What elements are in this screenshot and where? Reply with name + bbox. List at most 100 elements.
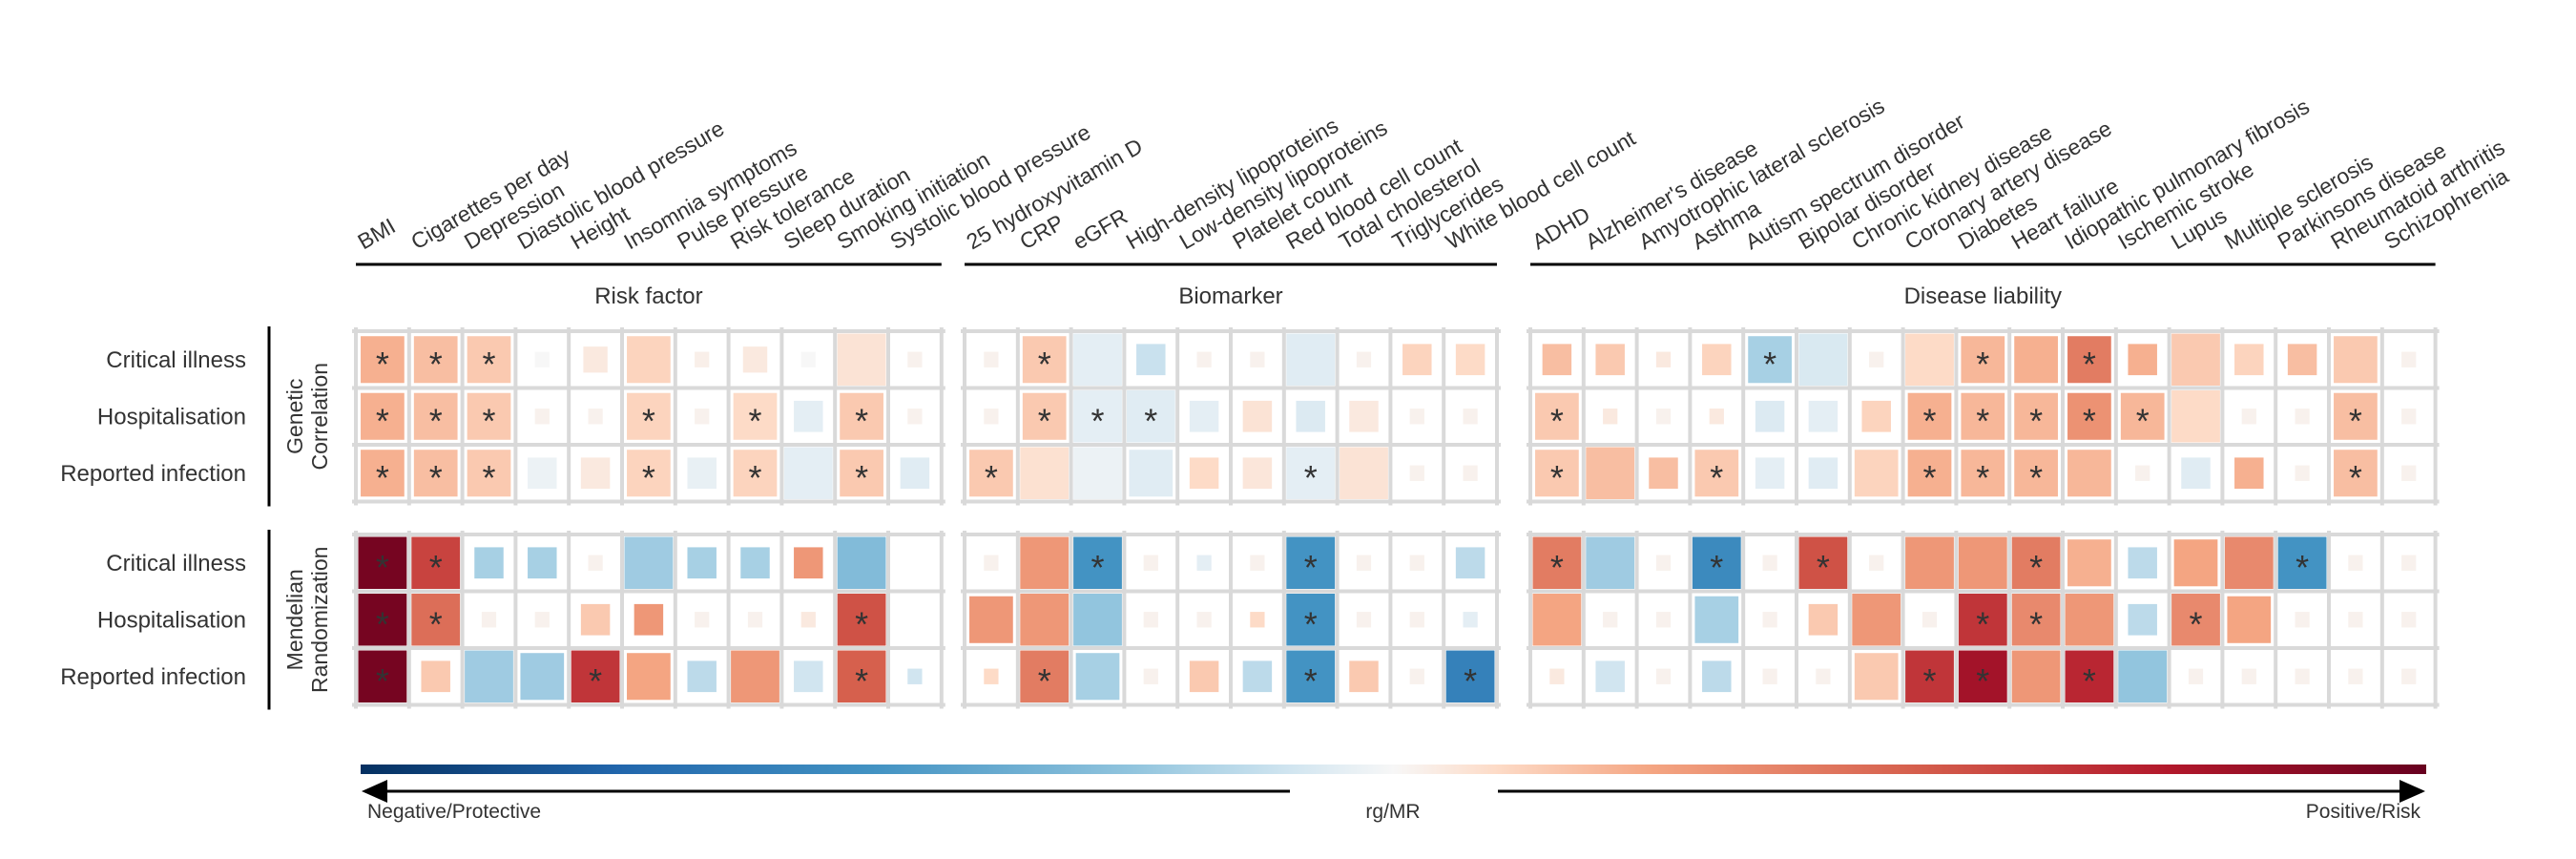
significance-star-mr-disease-r1-c10: * <box>2029 548 2043 587</box>
cell-mr-biomarker-r1-c3 <box>1073 536 1122 589</box>
significance-star-mr-disease-r3-c8: * <box>1922 661 1936 701</box>
cell-mr-biomarker-r2-c6 <box>1250 612 1265 628</box>
column-headers: BMI Cigarettes per dayDepressionDiastolic… <box>353 93 2512 254</box>
panel-title-mr-2: Randomization <box>307 547 332 693</box>
cell-gc-disease-r3-c11 <box>2067 450 2111 497</box>
cell-mr-disease-r2-c17 <box>2401 612 2417 628</box>
cell-gc-biomarker-r3-c9 <box>1409 465 1424 481</box>
cell-mr-disease-r2-c11 <box>2065 594 2114 646</box>
cell-mr-disease-r1-c8 <box>1905 536 1954 589</box>
cell-gc-disease-r2-c13 <box>2171 390 2220 443</box>
significance-star-gc-risk-r1-c2: * <box>429 345 443 384</box>
cell-mr-disease-r1-c9 <box>1958 536 2007 589</box>
cell-mr-disease-r1-c2 <box>1586 536 1635 589</box>
cell-gc-biomarker-r2-c10 <box>1463 409 1478 425</box>
cell-gc-disease-r1-c8 <box>1905 333 1954 386</box>
cell-gc-disease-r2-c11 <box>2067 392 2111 440</box>
cell-gc-risk-r1-c2 <box>413 336 458 384</box>
cell-gc-risk-r2-c6 <box>627 392 671 440</box>
significance-star-mr-risk-r2-c2: * <box>429 604 443 643</box>
cell-gc-risk-r3-c5 <box>580 457 611 490</box>
cell-mr-disease-r1-c4 <box>1692 536 1741 589</box>
cell-gc-risk-r1-c7 <box>695 351 710 367</box>
cell-mr-disease-r1-c6 <box>1798 536 1848 589</box>
cell-gc-biomarker-r1-c5 <box>1196 351 1212 367</box>
cell-mr-risk-r2-c5 <box>580 603 611 636</box>
cell-mr-risk-r2-c3 <box>481 612 497 628</box>
significance-star-gc-risk-r2-c1: * <box>376 401 389 440</box>
cell-mr-risk-r2-c7 <box>695 612 710 628</box>
cell-gc-disease-r3-c15 <box>2295 465 2310 481</box>
cell-mr-biomarker-r1-c4 <box>1143 555 1158 571</box>
cell-gc-disease-r3-c17 <box>2401 465 2417 481</box>
cell-mr-disease-r3-c11 <box>2065 650 2114 702</box>
cell-gc-disease-r1-c6 <box>1798 333 1848 386</box>
cell-mr-disease-r1-c16 <box>2348 555 2363 571</box>
cell-gc-disease-r1-c1 <box>1542 344 1572 376</box>
significance-star-mr-disease-r2-c9: * <box>1976 604 1989 643</box>
cell-mr-disease-r3-c8 <box>1905 650 1954 702</box>
cell-gc-disease-r1-c9 <box>1961 336 2005 384</box>
cell-mr-risk-r2-c6 <box>634 603 664 636</box>
significance-star-gc-risk-r1-c3: * <box>482 345 495 384</box>
cell-mr-risk-r3-c3 <box>465 650 513 702</box>
cell-gc-biomarker-r3-c4 <box>1129 450 1174 497</box>
cell-mr-biomarker-r3-c10 <box>1445 650 1495 702</box>
cell-mr-disease-r1-c1 <box>1532 536 1582 589</box>
cell-gc-risk-r3-c1 <box>361 450 405 497</box>
cell-gc-biomarker-r2-c9 <box>1409 409 1424 425</box>
cell-mr-disease-r2-c14 <box>2227 596 2272 643</box>
cell-gc-disease-r2-c16 <box>2334 392 2378 440</box>
significance-star-gc-disease-r2-c1: * <box>1550 401 1564 440</box>
significance-star-gc-biomarker-r3-c1: * <box>985 458 998 497</box>
cell-gc-biomarker-r1-c4 <box>1136 344 1166 376</box>
cell-gc-risk-r3-c11 <box>900 457 930 490</box>
cell-mr-risk-r1-c3 <box>474 547 504 579</box>
cell-mr-risk-r3-c9 <box>794 660 823 693</box>
cell-gc-biomarker-r3-c2 <box>1020 447 1070 499</box>
column-label-egfr: eGFR <box>1069 203 1132 254</box>
significance-star-gc-disease-r1-c5: * <box>1763 345 1776 384</box>
cell-mr-risk-r1-c9 <box>794 547 823 579</box>
cell-mr-disease-r2-c9 <box>1958 594 2007 646</box>
cell-gc-disease-r3-c2 <box>1586 447 1635 499</box>
cell-gc-disease-r3-c13 <box>2181 457 2211 490</box>
cell-gc-biomarker-r3-c5 <box>1189 457 1219 490</box>
significance-star-mr-risk-r3-c1: * <box>376 661 389 701</box>
cell-gc-risk-r1-c10 <box>837 333 886 386</box>
cell-mr-disease-r1-c11 <box>2067 539 2111 587</box>
cell-gc-risk-r1-c11 <box>907 351 923 367</box>
cell-mr-biomarker-r2-c1 <box>969 596 1013 643</box>
significance-star-gc-biomarker-r3-c7: * <box>1304 458 1318 497</box>
cell-gc-risk-r2-c1 <box>361 392 405 440</box>
row-label-mr-hospitalisation: Hospitalisation <box>97 608 246 634</box>
cell-gc-disease-r2-c14 <box>2241 409 2256 425</box>
cell-gc-disease-r3-c4 <box>1694 450 1739 497</box>
cell-mr-disease-r3-c10 <box>2011 650 2061 702</box>
significance-star-gc-risk-r2-c8: * <box>748 401 761 440</box>
significance-star-gc-biomarker-r2-c2: * <box>1038 401 1051 440</box>
cell-gc-disease-r1-c5 <box>1748 336 1792 384</box>
cell-mr-disease-r2-c13 <box>2171 594 2220 646</box>
cell-mr-biomarker-r3-c1 <box>984 668 999 684</box>
significance-star-mr-risk-r2-c10: * <box>855 604 868 643</box>
cell-gc-disease-r2-c2 <box>1603 409 1618 425</box>
cell-gc-disease-r1-c3 <box>1655 351 1672 367</box>
significance-star-gc-disease-r3-c10: * <box>2029 458 2043 497</box>
grid-gc-biomarker <box>961 327 1501 506</box>
cell-mr-biomarker-r2-c2 <box>1020 594 1070 646</box>
cell-mr-disease-r3-c7 <box>1854 653 1899 701</box>
cell-gc-risk-r2-c2 <box>413 392 458 440</box>
significance-star-mr-risk-r3-c10: * <box>855 661 868 701</box>
cell-gc-biomarker-r1-c2 <box>1022 336 1067 384</box>
cell-gc-biomarker-r2-c8 <box>1349 400 1379 432</box>
cell-mr-risk-r1-c10 <box>837 536 886 589</box>
cell-mr-biomarker-r1-c1 <box>984 555 999 571</box>
cell-gc-biomarker-r2-c2 <box>1022 392 1067 440</box>
cell-mr-disease-r1-c3 <box>1655 555 1672 571</box>
cell-gc-risk-r3-c8 <box>733 450 778 497</box>
cell-mr-biomarker-r1-c6 <box>1250 555 1265 571</box>
cell-mr-risk-r3-c2 <box>421 660 450 693</box>
cell-mr-disease-r2-c2 <box>1603 612 1618 628</box>
